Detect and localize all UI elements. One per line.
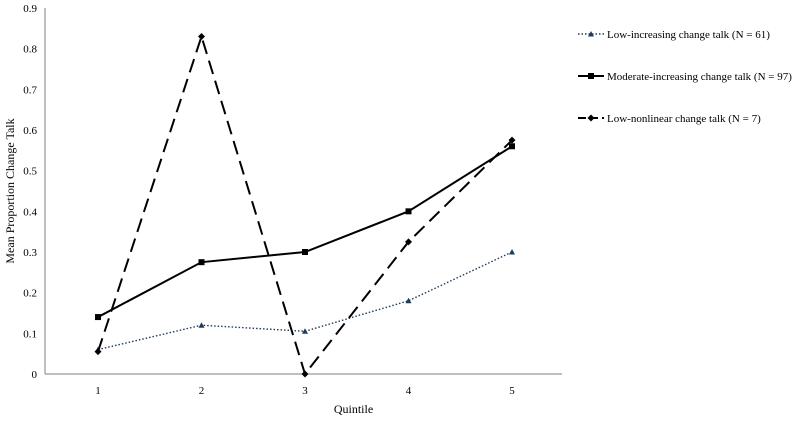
series-1 xyxy=(95,249,515,353)
data-point xyxy=(198,32,205,40)
y-tick-label: 0.4 xyxy=(23,206,37,218)
legend-label: Moderate-increasing change talk (N = 97) xyxy=(607,71,792,83)
data-point xyxy=(509,249,515,255)
y-tick-label: 0.5 xyxy=(23,166,37,178)
x-tick-label: 2 xyxy=(199,385,205,397)
legend-label: Low-nonlinear change talk (N = 7) xyxy=(607,113,761,125)
series-line xyxy=(97,251,513,351)
data-point xyxy=(302,328,308,334)
legend-item: Low-nonlinear change talk (N = 7) xyxy=(578,113,761,125)
x-tick-label: 1 xyxy=(95,385,101,397)
series-layer xyxy=(94,32,516,378)
x-tick-labels: 1 2 3 4 5 xyxy=(95,385,515,397)
y-tick-label: 0.9 xyxy=(23,3,37,15)
y-tick-label: 0.7 xyxy=(23,84,37,96)
data-point xyxy=(405,208,412,215)
legend-marker xyxy=(587,114,595,122)
x-axis-title: Quintile xyxy=(334,402,373,416)
y-tick-label: 0.1 xyxy=(23,328,37,340)
x-tick-label: 5 xyxy=(509,385,515,397)
data-point xyxy=(508,136,516,144)
legend-item: Moderate-increasing change talk (N = 97) xyxy=(578,71,792,83)
legend-label: Low-increasing change talk (N = 61) xyxy=(607,29,770,41)
y-tick-labels: 0 0.1 0.2 0.3 0.4 0.5 0.6 0.7 0.8 0.9 xyxy=(23,3,37,381)
data-point xyxy=(301,370,309,378)
series-3 xyxy=(94,32,516,378)
data-point xyxy=(509,143,515,150)
data-point xyxy=(94,348,102,356)
data-point xyxy=(302,249,308,255)
data-point xyxy=(198,322,205,328)
data-point xyxy=(405,297,412,304)
data-point xyxy=(95,314,101,321)
legend: Low-increasing change talk (N = 61) Moder… xyxy=(578,29,792,125)
axes xyxy=(44,8,562,375)
series-2 xyxy=(95,143,515,321)
series-line xyxy=(97,145,513,318)
legend-item: Low-increasing change talk (N = 61) xyxy=(578,29,770,41)
legend-marker xyxy=(588,31,594,37)
data-point xyxy=(405,238,412,246)
x-tick-label: 4 xyxy=(406,385,412,397)
y-tick-label: 0 xyxy=(32,369,38,381)
y-tick-label: 0.6 xyxy=(23,125,37,137)
y-tick-label: 0.2 xyxy=(23,288,37,300)
legend-marker xyxy=(588,73,594,79)
data-point xyxy=(198,259,205,266)
y-tick-label: 0.3 xyxy=(23,247,37,259)
y-axis-title: Mean Proportion Change Talk xyxy=(3,118,17,263)
x-tick-label: 3 xyxy=(302,385,308,397)
y-tick-label: 0.8 xyxy=(23,44,37,56)
series-line xyxy=(97,33,513,377)
